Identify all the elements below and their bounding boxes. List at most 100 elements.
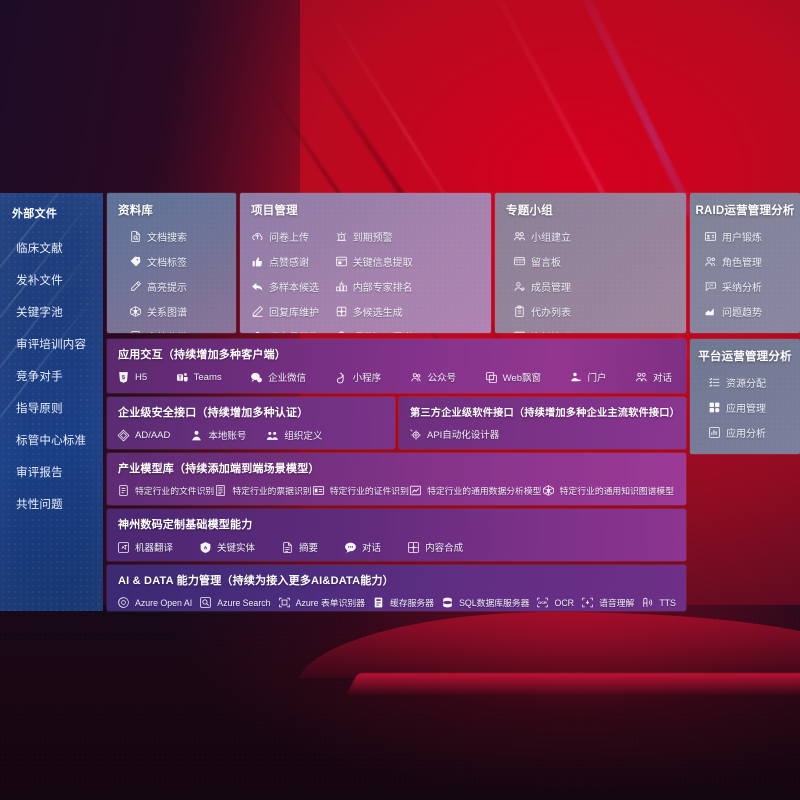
item-label: OCR xyxy=(554,597,575,608)
item-app-manage[interactable]: 应用管理 xyxy=(706,395,792,420)
thumbs-up-icon xyxy=(251,255,264,268)
item-label: 对话 xyxy=(652,373,672,384)
item-ad-aad[interactable]: AD/AAD xyxy=(117,425,170,446)
item-sql-database-server[interactable]: SQL数据库服务器 xyxy=(441,592,529,611)
item-reply-library[interactable]: 回复库维护 xyxy=(249,299,333,324)
item-organization-definition[interactable]: 组织定义 xyxy=(266,424,322,446)
item-label: 应用分析 xyxy=(726,429,766,440)
item-content-synthesis[interactable]: 内容合成 xyxy=(407,536,463,558)
item-azure-search[interactable]: Azure Search xyxy=(199,592,271,611)
item-label: Teams xyxy=(193,371,222,383)
item-label: 用户锻炼 xyxy=(722,233,762,244)
item-machine-translation[interactable]: A 机器翻译 xyxy=(117,536,173,558)
item-id-recognition[interactable]: 特定行业的证件识别 xyxy=(312,480,409,501)
item-label: 关键信息提取 xyxy=(352,258,413,269)
item-miniprogram[interactable]: 小程序 xyxy=(335,366,382,388)
item-reviewer-profile[interactable]: 评审员画像 xyxy=(249,324,333,333)
svg-text:A: A xyxy=(121,545,125,551)
extract-icon xyxy=(335,255,348,268)
item-internal-expert-ranking[interactable]: 内部专家排名 xyxy=(333,274,417,299)
item-adoption-analysis[interactable]: QA 采纳分析 xyxy=(702,274,792,299)
item-app-analysis[interactable]: 应用分析 xyxy=(706,420,792,445)
knowledge-graph-icon xyxy=(335,330,348,333)
item-issue-trend[interactable]: 问题趋势 xyxy=(702,299,792,324)
sidebar-item-review-report[interactable]: 审评报告 xyxy=(16,467,63,479)
item-label: 关系图谱 xyxy=(147,308,187,319)
item-member-manage[interactable]: 成员管理 xyxy=(511,274,597,299)
item-summary[interactable]: 摘要 xyxy=(281,536,318,558)
item-ocr[interactable]: OCR OCR xyxy=(536,592,574,611)
item-project-knowledge-graph[interactable]: 项目知识图谱 xyxy=(333,324,417,333)
item-expiry-alert[interactable]: 到期预警 xyxy=(333,224,417,249)
item-group-create[interactable]: 小组建立 xyxy=(511,224,597,249)
item-azure-form-recognizer[interactable]: Azure 表单识别器 xyxy=(278,592,365,611)
item-key-entity[interactable]: A 关键实体 xyxy=(199,536,255,558)
item-label: 项目知识图谱 xyxy=(353,329,413,333)
item-portal[interactable]: 门户 xyxy=(569,366,606,388)
trend-chart-icon xyxy=(704,305,717,318)
row-title: 神州数码定制基础模型能力 xyxy=(118,519,253,531)
sidebar-item-supplement-file[interactable]: 发补文件 xyxy=(16,275,63,287)
item-chat[interactable]: 对话 xyxy=(344,536,381,558)
sidebar-item-guidelines[interactable]: 指导原则 xyxy=(16,403,63,415)
item-wecom[interactable]: 企业微信 xyxy=(250,366,306,388)
item-document-tag[interactable]: 文档标签 xyxy=(127,249,228,274)
item-tts[interactable]: TTS xyxy=(641,592,676,611)
item-message-board[interactable]: 留言板 xyxy=(511,249,597,274)
item-web-popup[interactable]: Web飘窗 xyxy=(485,366,541,388)
item-label: 问题趋势 xyxy=(722,308,762,319)
openai-icon xyxy=(117,596,130,609)
sidebar-item-competitors[interactable]: 竞争对手 xyxy=(16,371,63,383)
item-official-account[interactable]: 公众号 xyxy=(410,366,456,388)
item-multi-candidate-generate[interactable]: 多候选生成 xyxy=(333,299,417,324)
item-dialog[interactable]: 对话 xyxy=(635,366,672,388)
item-relation-graph[interactable]: 关系图谱 xyxy=(127,299,228,324)
knowledge-graph-icon xyxy=(542,484,555,497)
item-highlight-hint[interactable]: 高亮提示 xyxy=(127,274,228,299)
item-api-designer[interactable]: API自动化设计器 xyxy=(409,423,499,445)
item-label: 特定行业的通用知识图谱模型 xyxy=(559,486,674,496)
item-speech-understanding[interactable]: 语音理解 xyxy=(581,592,634,611)
sidebar-item-review-training[interactable]: 审评培训内容 xyxy=(16,339,87,351)
item-key-info-extract[interactable]: 关键信息提取 xyxy=(333,249,417,274)
item-questionnaire-upload[interactable]: 问卷上传 xyxy=(249,224,333,249)
item-teams[interactable]: Teams xyxy=(176,367,222,388)
item-h5[interactable]: 5 H5 xyxy=(117,367,147,388)
item-material-manage[interactable]: 资料管理 xyxy=(511,324,597,333)
panel-knowledge-base: 资料库 文档搜索 文档标签 高亮提示 关系图谱 文档分类 xyxy=(107,193,236,333)
item-user-training[interactable]: 用户锻炼 xyxy=(702,224,792,249)
item-label: 资源分配 xyxy=(726,379,766,390)
item-todo-list[interactable]: 代办列表 xyxy=(511,299,597,324)
tts-icon xyxy=(641,596,654,609)
sidebar-item-keyword-pool[interactable]: 关键字池 xyxy=(16,307,63,319)
item-label: 文档搜索 xyxy=(147,233,187,244)
item-file-recognition[interactable]: 特定行业的文件识别 xyxy=(117,480,214,501)
item-like-thanks[interactable]: 点赞感谢 xyxy=(249,249,333,274)
item-knowledge-graph-model[interactable]: 特定行业的通用知识图谱模型 xyxy=(542,480,674,501)
item-receipt-recognition[interactable]: 特定行业的票据识别 xyxy=(214,480,312,501)
sidebar-item-clinical-literature[interactable]: 临床文献 xyxy=(16,243,63,255)
item-label: 内容合成 xyxy=(425,543,464,554)
item-label: 门户 xyxy=(587,373,607,384)
item-role-manage[interactable]: 角色管理 xyxy=(702,249,792,274)
item-document-category[interactable]: 文档分类 xyxy=(127,324,228,333)
item-label: 小程序 xyxy=(352,373,382,384)
item-resource-allocation[interactable]: 资源分配 xyxy=(706,370,792,395)
svg-text:A: A xyxy=(204,545,208,551)
item-data-analysis-model[interactable]: 特定行业的通用数据分析模型 xyxy=(409,480,541,501)
item-label: 关键实体 xyxy=(217,543,256,554)
qa-chat-icon: QA xyxy=(704,280,717,293)
item-local-account[interactable]: 本地账号 xyxy=(190,424,246,446)
item-cache-server[interactable]: 缓存服务器 xyxy=(372,592,434,611)
item-document-search[interactable]: 文档搜索 xyxy=(127,224,228,249)
sidebar-item-common-issues[interactable]: 共性问题 xyxy=(16,499,63,511)
archive-icon xyxy=(513,330,526,333)
organization-icon xyxy=(266,429,279,442)
item-multi-sample-candidate[interactable]: 多样本候选 xyxy=(249,274,333,299)
sidebar-item-standards[interactable]: 标管中心标准 xyxy=(16,435,87,447)
row-ai-data-capability: AI & DATA 能力管理（持续为接入更多AI&DATA能力） Azure O… xyxy=(107,565,686,611)
panel-platform-analysis: 平台运营管理分析 资源分配 应用管理 应用分析 xyxy=(690,339,800,454)
item-label: AD/AAD xyxy=(135,429,171,441)
item-label: 特定行业的票据识别 xyxy=(232,486,312,496)
item-azure-open-ai[interactable]: Azure Open AI xyxy=(117,592,192,611)
